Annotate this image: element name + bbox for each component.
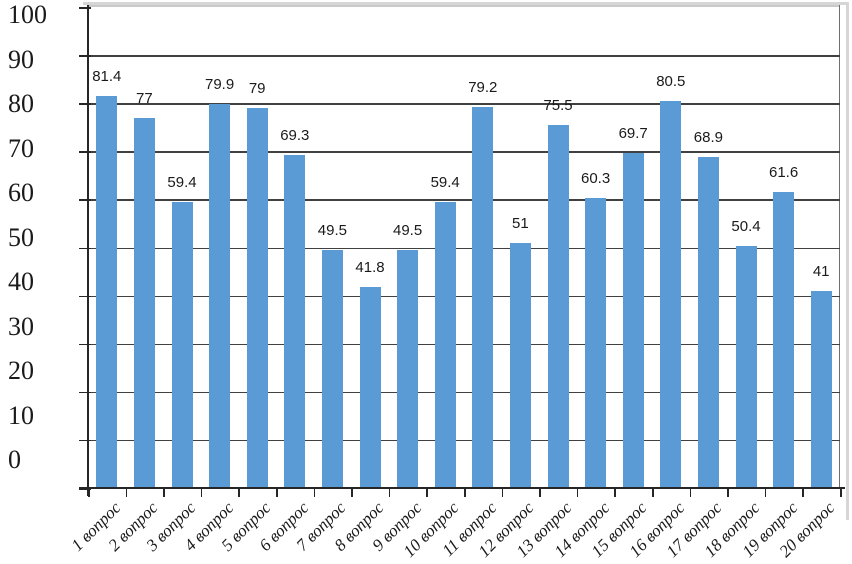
gridline <box>88 343 840 346</box>
y-axis-tick <box>79 391 91 394</box>
x-axis-tick <box>614 489 616 497</box>
plot-area-right-border <box>839 5 840 488</box>
x-axis-tick <box>276 489 278 497</box>
bar-value-label: 69.3 <box>280 126 310 144</box>
bar <box>660 100 682 488</box>
x-axis-tick <box>539 489 541 497</box>
bar <box>547 124 569 488</box>
bar-value-label: 75.5 <box>543 96 573 114</box>
bar <box>434 202 456 488</box>
y-axis-tick <box>79 199 91 201</box>
x-axis-tick <box>388 489 391 497</box>
x-axis-line <box>79 487 845 489</box>
x-axis-tick <box>426 489 428 497</box>
bar-value-label: 79.2 <box>468 79 498 97</box>
bar-value-label: 79 <box>248 80 266 97</box>
x-axis-tick <box>313 489 316 497</box>
bar <box>96 96 118 488</box>
bar <box>810 290 832 488</box>
bar <box>622 152 644 488</box>
x-axis-tick <box>163 489 165 497</box>
y-axis-label: 90 <box>8 44 34 74</box>
y-axis-tick <box>79 247 91 249</box>
bar <box>697 156 719 488</box>
y-axis-tick <box>79 295 91 298</box>
bar <box>284 154 306 488</box>
x-axis-tick <box>802 489 804 497</box>
bar <box>209 103 231 488</box>
y-axis-tick <box>79 343 91 346</box>
y-axis-label: 40 <box>8 267 34 296</box>
bar-value-label: 60.3 <box>580 169 611 187</box>
y-axis-label: 30 <box>8 311 34 341</box>
x-axis-tick <box>727 489 729 497</box>
x-axis-tick <box>840 489 842 497</box>
x-axis-tick <box>501 489 504 497</box>
bar <box>585 197 607 488</box>
x-axis-tick <box>576 489 579 497</box>
bar <box>321 249 343 488</box>
y-axis-tick <box>79 55 91 57</box>
bar-value-label: 77 <box>136 89 153 107</box>
bar-value-label: 68.9 <box>693 128 723 146</box>
gridline <box>88 391 840 394</box>
gridline <box>88 247 840 249</box>
bar-value-label: 81.4 <box>92 68 122 86</box>
y-axis-line <box>87 5 89 496</box>
bar <box>397 249 419 488</box>
bar <box>171 202 193 488</box>
x-axis-tick <box>689 489 692 497</box>
bar-value-label: 59.4 <box>430 174 460 192</box>
bar-value-label: 79.9 <box>204 75 235 93</box>
y-axis-label: 0 <box>8 445 21 474</box>
bar <box>359 286 381 488</box>
bar-value-label: 41 <box>812 262 830 280</box>
y-axis-label: 80 <box>8 89 34 118</box>
gridline <box>88 55 840 57</box>
bar-value-label: 41.8 <box>355 258 385 276</box>
bar-value-label: 51 <box>512 214 529 232</box>
chart-frame-right-border <box>846 2 849 520</box>
gridline <box>88 103 840 105</box>
bar <box>509 242 531 488</box>
gridline <box>88 199 840 201</box>
bar-value-label: 59.4 <box>167 174 197 192</box>
bar-value-label: 61.6 <box>768 163 799 181</box>
gridline <box>88 439 840 442</box>
x-axis-tick <box>200 489 203 497</box>
y-axis-tick <box>79 439 91 442</box>
bar <box>773 191 795 488</box>
x-axis-tick <box>125 489 128 497</box>
gridline <box>88 151 840 153</box>
bar <box>472 107 494 488</box>
gridline <box>88 295 840 298</box>
bar <box>246 108 268 488</box>
y-axis-tick <box>79 7 91 9</box>
x-axis-tick <box>238 489 240 497</box>
x-axis-tick <box>652 489 654 497</box>
bar-value-label: 69.7 <box>618 124 648 142</box>
y-axis-label: 70 <box>8 133 34 163</box>
y-axis-tick <box>79 103 91 105</box>
bar-value-label: 80.5 <box>656 72 686 90</box>
y-axis-label: 50 <box>8 222 34 252</box>
y-axis-label: 10 <box>8 400 34 430</box>
plot-area-top-border <box>88 5 840 7</box>
bar-value-label: 49.5 <box>317 221 347 239</box>
y-axis-label: 60 <box>8 178 34 207</box>
x-axis-tick <box>351 489 353 497</box>
x-axis-tick <box>764 489 767 497</box>
bar-value-label: 49.5 <box>392 221 423 239</box>
y-axis-tick <box>79 151 91 153</box>
y-axis-label: 100 <box>8 0 47 29</box>
bar <box>735 245 757 488</box>
x-axis-tick <box>88 489 90 497</box>
bar-value-label: 50.4 <box>731 217 761 235</box>
y-axis-label: 20 <box>8 356 34 385</box>
chart-frame-top-border <box>83 2 849 5</box>
bar <box>133 117 155 488</box>
x-axis-tick <box>464 489 466 497</box>
